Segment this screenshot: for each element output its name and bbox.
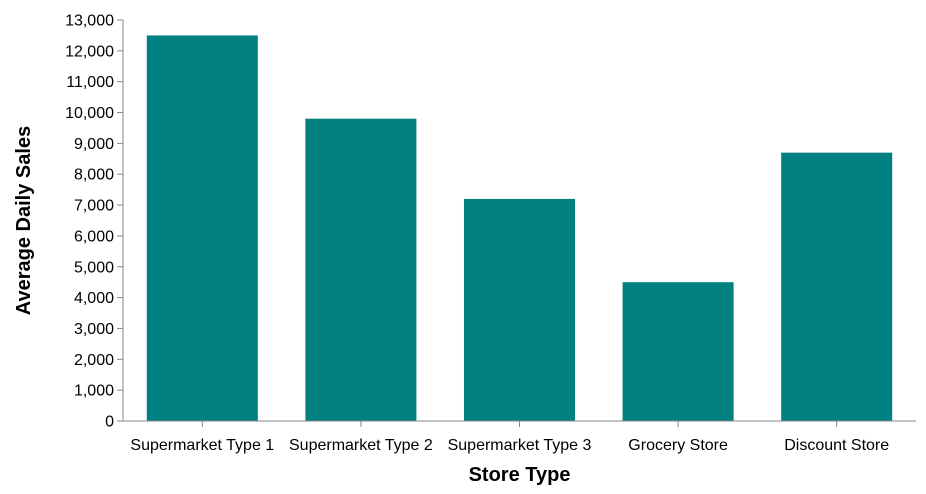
bar-2 (463, 198, 576, 421)
x-tick-label-0: Supermarket Type 1 (130, 437, 274, 454)
y-tick-label-9: 9,000 (74, 136, 114, 153)
y-axis: 0 1,000 2,000 3,000 4,000 5,000 6,000 7,000 8,00… (65, 13, 124, 431)
y-tick-label-2: 2,000 (74, 352, 114, 369)
x-tick-label-2: Supermarket Type 3 (448, 437, 592, 454)
y-tick-label-8: 8,000 (74, 167, 114, 184)
y-tick-label-4: 4,000 (74, 290, 114, 307)
bar-1 (305, 118, 417, 421)
y-tick-label-1: 1,000 (74, 383, 114, 400)
y-tick-label-5: 5,000 (74, 259, 114, 276)
x-tick-label-3: Grocery Store (628, 437, 728, 454)
x-axis: Supermarket Type 1 Supermarket Type 2 Supe… (123, 420, 916, 454)
bar-4 (781, 152, 893, 421)
y-tick-label-10: 10,000 (65, 105, 114, 122)
y-tick-label-12: 12,000 (65, 43, 114, 60)
bars-group (146, 35, 893, 422)
y-tick-label-3: 3,000 (74, 321, 114, 338)
bar-0 (146, 35, 258, 422)
y-tick-label-6: 6,000 (74, 228, 114, 245)
y-tick-label-11: 11,000 (66, 74, 114, 91)
x-tick-label-1: Supermarket Type 2 (289, 437, 433, 454)
x-tick-label-4: Discount Store (784, 437, 889, 454)
bar-3 (622, 282, 734, 421)
y-tick-label-7: 7,000 (74, 198, 114, 215)
y-axis-title: Average Daily Sales (13, 126, 35, 315)
y-tick-label-0: 0 (105, 414, 114, 431)
x-axis-title: Store Type (469, 464, 571, 486)
y-tick-label-13: 13,000 (65, 13, 114, 30)
